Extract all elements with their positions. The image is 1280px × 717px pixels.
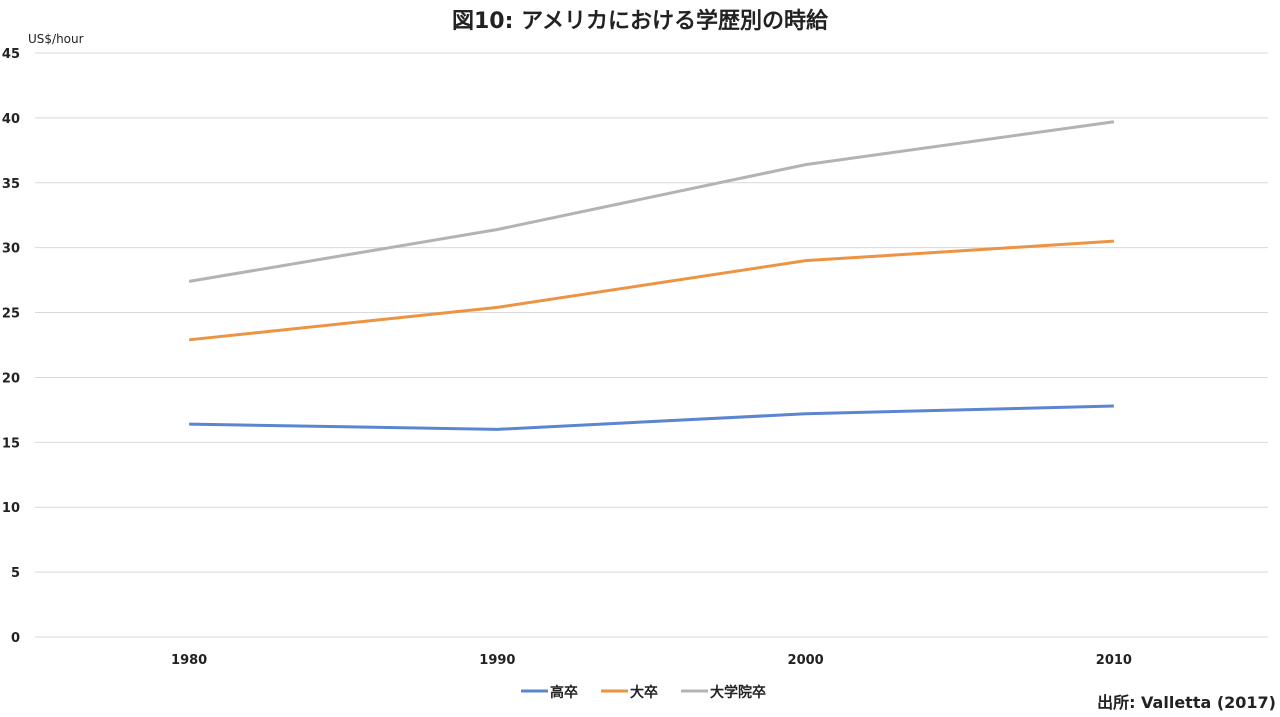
series-line-高卒 <box>189 404 1114 431</box>
source-note: 出所: Valletta (2017) <box>1097 693 1276 712</box>
legend-label: 大学院卒 <box>710 684 766 701</box>
y-tick-label: 40 <box>2 112 20 127</box>
y-tick-label: 35 <box>2 177 20 192</box>
series-line-大学院卒 <box>188 120 1115 283</box>
y-tick-label: 45 <box>2 47 20 62</box>
x-axis-ticks: 1980 1990 2000 2010 <box>171 653 1132 668</box>
series-line-大卒 <box>188 239 1114 342</box>
x-tick-label: 2010 <box>1096 653 1132 668</box>
y-tick-label: 15 <box>2 436 20 451</box>
y-tick-label: 30 <box>2 242 20 257</box>
x-tick-label: 1980 <box>171 653 207 668</box>
legend-label: 高卒 <box>550 684 578 701</box>
legend-label: 大卒 <box>630 684 658 701</box>
y-tick-label: 0 <box>11 631 20 646</box>
gridlines <box>35 52 1268 638</box>
y-tick-label: 5 <box>11 566 20 581</box>
x-tick-label: 1990 <box>479 653 515 668</box>
series-lines <box>188 120 1115 431</box>
legend: 高卒 大卒 大学院卒 <box>521 684 766 701</box>
chart-title: 図10: アメリカにおける学歴別の時給 <box>452 8 829 34</box>
y-tick-label: 10 <box>2 501 20 516</box>
y-tick-label: 20 <box>2 371 20 386</box>
y-axis-ticks: 0 5 10 15 20 25 30 35 40 45 <box>2 47 20 646</box>
y-axis-label: US$/hour <box>28 32 84 46</box>
y-tick-label: 25 <box>2 307 20 322</box>
x-tick-label: 2000 <box>788 653 824 668</box>
